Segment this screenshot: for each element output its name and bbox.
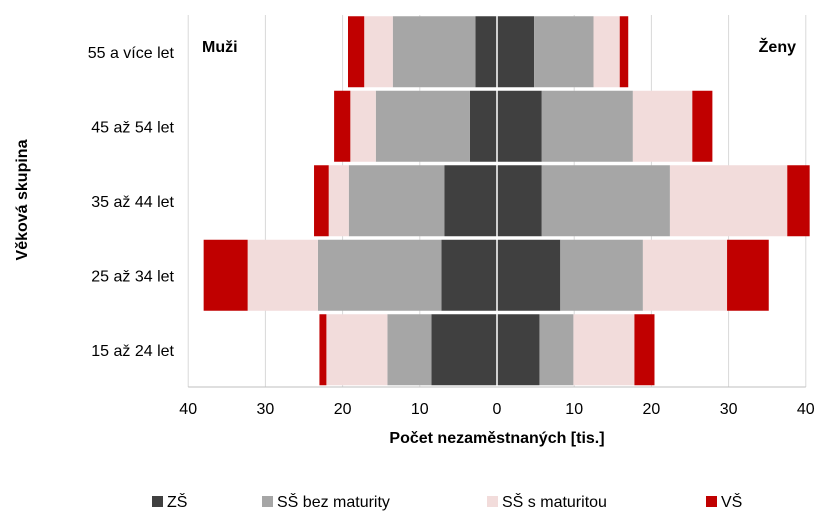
bar-men-4-4 (334, 90, 351, 162)
bar-men-1-1 (431, 314, 497, 386)
bar-women-4-2 (727, 239, 769, 311)
bar-women-4-1 (634, 314, 655, 386)
category-label: 25 až 34 let (91, 268, 174, 285)
bar-men-2-3 (348, 165, 445, 237)
x-tick-label: 40 (797, 401, 815, 418)
bar-men-2-1 (387, 314, 432, 386)
category-label: 55 a více let (88, 45, 175, 62)
x-tick-label: 40 (179, 401, 197, 418)
x-tick-label: 30 (257, 401, 275, 418)
category-label: 35 až 44 let (91, 194, 174, 211)
x-tick-label: 20 (643, 401, 661, 418)
bar-women-4-5 (619, 16, 629, 88)
bar-women-3-3 (669, 165, 788, 237)
bar-women-3-4 (632, 90, 693, 162)
bar-women-3-2 (642, 239, 728, 311)
bar-men-4-3 (314, 165, 329, 237)
legend: ZŠ SŠ bez maturity SŠ s maturitou VŠ (152, 492, 742, 511)
bar-women-1-1 (497, 314, 540, 386)
bar-men-3-5 (364, 16, 393, 88)
bar-men-2-5 (392, 16, 476, 88)
x-axis-title: Počet nezaměstnaných [tis.] (389, 430, 604, 447)
category-label: 15 až 24 let (91, 343, 174, 360)
bar-women-1-2 (497, 239, 561, 311)
legend-swatch (706, 496, 717, 507)
bar-women-2-3 (541, 165, 670, 237)
x-tick-labels: 40 30 20 10 0 10 20 30 40 (179, 401, 814, 418)
legend-label: VŠ (721, 492, 742, 511)
x-tick-label: 10 (411, 401, 429, 418)
x-tick-label: 10 (565, 401, 583, 418)
bar-men-4-1 (319, 314, 327, 386)
bar-men-4-2 (203, 239, 248, 311)
bar-men-1-2 (441, 239, 497, 311)
bar-men-3-4 (350, 90, 376, 162)
bar-men-3-2 (247, 239, 318, 311)
y-axis-title: Věková skupina (14, 139, 31, 260)
bar-men-1-3 (444, 165, 497, 237)
y-category-labels: 15 až 24 let 25 až 34 let 35 až 44 let 45 a… (88, 45, 175, 360)
bar-men-1-5 (475, 16, 497, 88)
bar-women-2-1 (539, 314, 574, 386)
bar-women-3-1 (573, 314, 635, 386)
category-label: 45 až 54 let (91, 119, 174, 136)
bar-women-4-3 (787, 165, 810, 237)
x-tick-label: 0 (493, 401, 502, 418)
left-group-label: Muži (202, 39, 238, 56)
bar-men-2-2 (317, 239, 442, 311)
legend-label: SŠ s maturitou (502, 492, 607, 511)
bar-men-4-5 (348, 16, 365, 88)
bar-women-2-4 (541, 90, 633, 162)
bar-women-4-4 (692, 90, 713, 162)
bar-men-1-4 (469, 90, 497, 162)
bar-men-3-1 (326, 314, 388, 386)
bar-women-1-3 (497, 165, 542, 237)
bar-women-1-4 (497, 90, 542, 162)
bar-women-2-5 (534, 16, 594, 88)
right-group-label: Ženy (759, 37, 796, 56)
legend-swatch (262, 496, 273, 507)
bar-men-2-4 (375, 90, 470, 162)
x-tick-label: 30 (720, 401, 738, 418)
x-tick-label: 20 (334, 401, 352, 418)
bar-men-3-3 (328, 165, 349, 237)
bar-women-1-5 (497, 16, 535, 88)
legend-swatch (152, 496, 163, 507)
bars-group (203, 16, 810, 386)
legend-swatch (487, 496, 498, 507)
bar-women-3-5 (593, 16, 620, 88)
bar-women-2-2 (560, 239, 643, 311)
legend-label: ZŠ (167, 492, 187, 511)
legend-label: SŠ bez maturity (277, 492, 390, 511)
